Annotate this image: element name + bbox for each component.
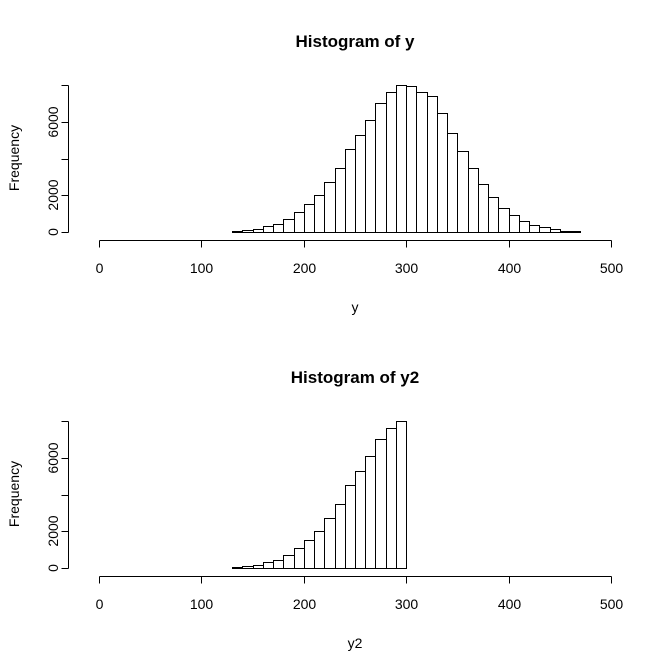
histogram-bar <box>519 221 530 233</box>
histogram-bar <box>283 219 295 233</box>
histogram-bar <box>365 120 376 233</box>
histogram-bar <box>304 204 315 233</box>
histogram-bar <box>242 230 254 233</box>
histogram-bar <box>355 471 366 569</box>
histogram-bar <box>232 567 243 569</box>
histogram-bar <box>498 208 510 233</box>
histogram-bar <box>345 485 356 569</box>
histogram-bar <box>273 560 284 569</box>
histogram-bar <box>509 215 520 233</box>
histogram-bar <box>283 555 295 569</box>
x-axis: 0 100 200 300 400 500 <box>96 240 624 276</box>
histogram-bar <box>416 92 428 233</box>
histogram-bar <box>375 439 387 569</box>
y-tick-label: 2000 <box>45 515 61 546</box>
histogram-bar <box>345 149 356 233</box>
x-tick-label: 200 <box>293 596 317 612</box>
histogram-bar <box>375 103 387 233</box>
histogram-panel-y: Histogram of y y Frequency 0 100 200 300 400… <box>6 32 623 315</box>
histogram-bar <box>427 96 438 233</box>
histogram-bar <box>314 531 325 569</box>
histogram-bar <box>242 566 254 569</box>
x-tick-label: 200 <box>293 260 317 276</box>
histogram-bar <box>560 231 571 233</box>
x-axis: 0 100 200 300 400 500 <box>96 576 624 612</box>
x-tick-label: 500 <box>600 596 624 612</box>
y-tick-label: 2000 <box>45 179 61 210</box>
histogram-bar <box>406 86 417 233</box>
x-tick-label: 100 <box>190 596 214 612</box>
histogram-bar <box>478 184 489 233</box>
x-tick-label: 400 <box>498 596 522 612</box>
histogram-bar <box>437 113 448 233</box>
histogram-bar <box>365 456 376 569</box>
y-axis-label: Frequency <box>6 125 22 191</box>
chart-title: Histogram of y2 <box>291 368 419 387</box>
histogram-bar <box>386 92 397 233</box>
histogram-bar <box>294 548 305 569</box>
histogram-bar <box>396 85 407 233</box>
histogram-bar <box>273 224 284 233</box>
x-axis-label: y2 <box>348 635 363 651</box>
bars <box>232 85 581 233</box>
histogram-bar <box>396 421 407 569</box>
histogram-bar <box>447 133 458 233</box>
histogram-bar <box>304 540 315 569</box>
histogram-bar <box>550 229 561 233</box>
histogram-bar <box>539 227 551 233</box>
histogram-bar <box>335 168 346 233</box>
histogram-bar <box>314 195 325 233</box>
y-axis: 0 2000 6000 <box>45 85 69 236</box>
histogram-bar <box>468 168 479 233</box>
x-tick-label: 300 <box>395 260 419 276</box>
histogram-bar <box>253 565 264 569</box>
histogram-panel-y2: Histogram of y2 y2 Frequency 0 100 200 300 4… <box>6 368 623 651</box>
histogram-bar <box>355 135 366 233</box>
x-tick-label: 500 <box>600 260 624 276</box>
histogram-bar <box>386 428 397 569</box>
chart-title: Histogram of y <box>295 32 415 51</box>
bars <box>232 421 407 569</box>
histogram-bar <box>253 229 264 233</box>
histogram-bar <box>294 212 305 233</box>
histogram-bar <box>570 231 581 233</box>
y-tick-label: 6000 <box>45 106 61 137</box>
histogram-bar <box>529 225 540 233</box>
histogram-bar <box>263 562 274 569</box>
histogram-bar <box>324 182 336 233</box>
histogram-bar <box>457 151 469 233</box>
y-axis: 0 2000 6000 <box>45 421 69 572</box>
y-tick-label: 0 <box>45 228 61 236</box>
y-tick-label: 6000 <box>45 442 61 473</box>
y-tick-label: 0 <box>45 564 61 572</box>
x-tick-label: 100 <box>190 260 214 276</box>
x-axis-label: y <box>352 299 359 315</box>
y-axis-label: Frequency <box>6 461 22 527</box>
x-tick-label: 400 <box>498 260 522 276</box>
x-tick-label: 0 <box>96 260 104 276</box>
histogram-bar <box>263 226 274 233</box>
histogram-bar <box>324 518 336 569</box>
histogram-bar <box>335 504 346 569</box>
histogram-bar <box>488 197 499 233</box>
x-tick-label: 300 <box>395 596 419 612</box>
histogram-bar <box>232 231 243 233</box>
x-tick-label: 0 <box>96 596 104 612</box>
